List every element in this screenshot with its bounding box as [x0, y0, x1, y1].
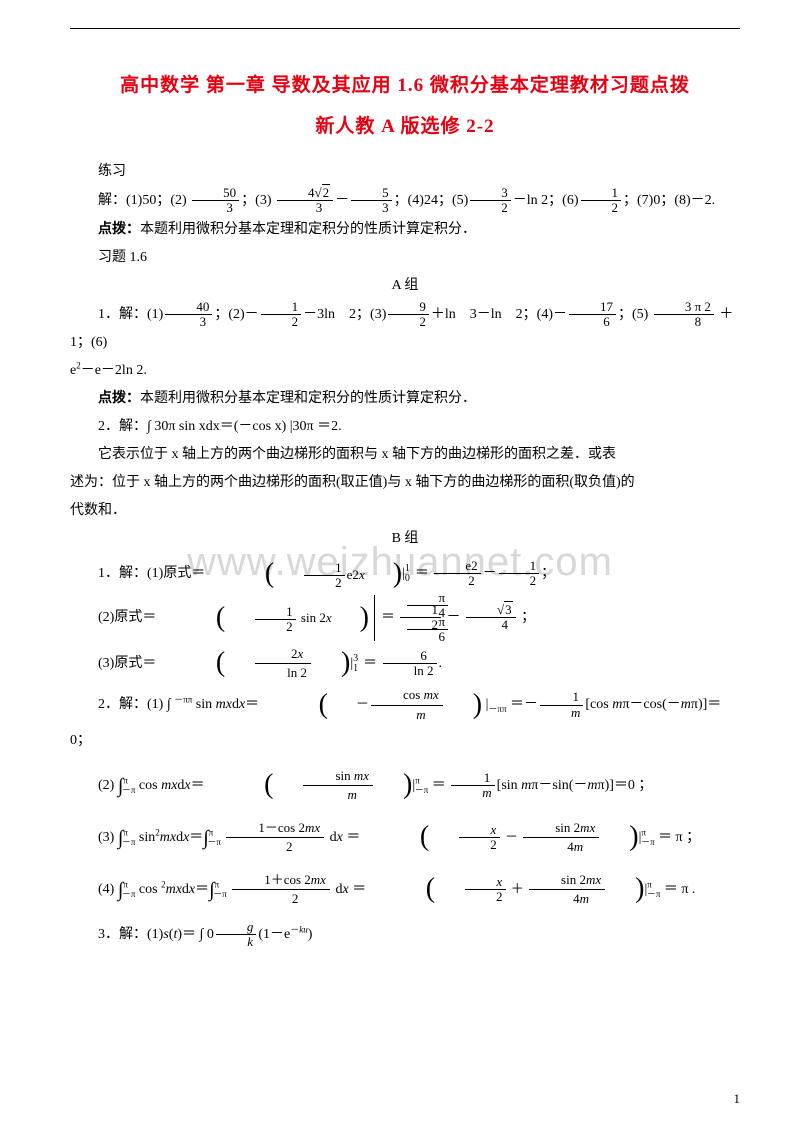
a2-solution: 2．解：∫ 30π sin xdx＝(－cos x) |30π ＝2.: [70, 413, 740, 441]
b2-part1: 2．解：(1) ∫ －ππ sin mxdx＝ (－cos mxm) |－ππ …: [70, 686, 740, 757]
b1-part3: (3)原式＝ (2xln 2)|31＝ 6ln 2.: [70, 645, 740, 683]
a2-desc-2: 述为：位于 x 轴上方的两个曲边梯形的面积(取正值)与 x 轴下方的曲边梯形的面…: [70, 469, 740, 497]
title-line-2: 新人教 A 版选修 2-2: [70, 111, 740, 138]
b2-part3: (3) ∫π－π sin2mxdx＝∫π－π 1－cos 2mx2 dx ＝ (…: [70, 814, 740, 862]
a1-solution: 1．解：(1)403；(2)－12－3ln 2；(3)92＋ln 3－ln 2；…: [70, 300, 740, 358]
b2-part4: (4) ∫π－π cos 2mxdx＝∫π－π 1＋cos 2mx2 dx ＝ …: [70, 866, 740, 914]
practice-hint: 点拨：本题利用微积分基本定理和定积分的性质计算定积分．: [70, 216, 740, 244]
practice-solution: 解：(1)50；(2) 503；(3) 423－53；(4)24；(5)32－l…: [70, 186, 740, 216]
document-content: 高中数学 第一章 导数及其应用 1.6 微积分基本定理教材习题点拨 新人教 A …: [70, 70, 740, 951]
title-line-1: 高中数学 第一章 导数及其应用 1.6 微积分基本定理教材习题点拨: [70, 70, 740, 97]
xiti-label: 习题 1.6: [70, 244, 740, 272]
group-b-header: B 组: [70, 525, 740, 553]
b3-solution: 3．解：(1)s(t)＝ ∫ 0gk(1－e－ku): [70, 918, 740, 952]
a2-desc-1: 它表示位于 x 轴上方的两个曲边梯形的面积与 x 轴下方的曲边梯形的面积之差．或…: [70, 441, 740, 469]
page-number: 1: [734, 1091, 741, 1107]
a2-desc-3: 代数和．: [70, 497, 740, 525]
b1-part2: (2)原式＝ (12 sin 2x) π4π6 ＝ 12 － 34 ；: [70, 595, 740, 641]
b1-part1: 1．解：(1)原式＝ (12e2x)|10＝ e22－12；: [70, 557, 740, 591]
practice-label: 练习: [70, 158, 740, 186]
sol-prefix: 解：: [98, 193, 126, 208]
a1-hint: 点拨：本题利用微积分基本定理和定积分的性质计算定积分．: [70, 385, 740, 413]
b2-part2: (2) ∫π－π cos mxdx＝ (sin mxm)|π－π ＝ 1m[si…: [70, 762, 740, 810]
group-a-header: A 组: [70, 272, 740, 300]
a1-solution-cont: e2－e－2ln 2.: [70, 357, 740, 385]
top-border: [70, 28, 740, 29]
